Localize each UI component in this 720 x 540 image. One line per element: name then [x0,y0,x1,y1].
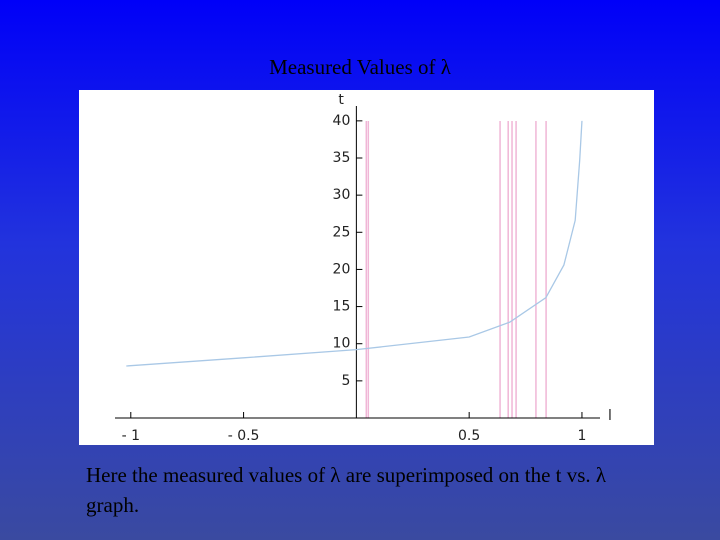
y-axis-label: t [338,92,344,108]
caption: Here the measured values of λ are superi… [86,463,607,517]
plot: l t 5 10 15 20 25 30 35 40 - 1 - 0.5 0.5 1 [115,92,612,444]
y-tick-label: 15 [333,299,351,315]
y-tick-label: 10 [333,336,351,352]
y-tick-label: 20 [333,261,351,277]
y-tick-label: 5 [341,373,350,389]
y-tick-label: 25 [333,224,351,240]
x-tick-label: - 1 [122,428,140,444]
curve [126,120,583,367]
x-tick-label: 1 [577,428,586,444]
chart-title: Measured Values of λ [269,55,451,79]
x-tick-label: 0.5 [458,428,480,444]
y-tick-label: 30 [333,187,351,203]
y-tick-label: 40 [333,113,351,129]
y-tick-label: 35 [333,150,351,166]
x-tick-label: - 0.5 [228,428,260,444]
x-axis-label: l [608,408,612,424]
